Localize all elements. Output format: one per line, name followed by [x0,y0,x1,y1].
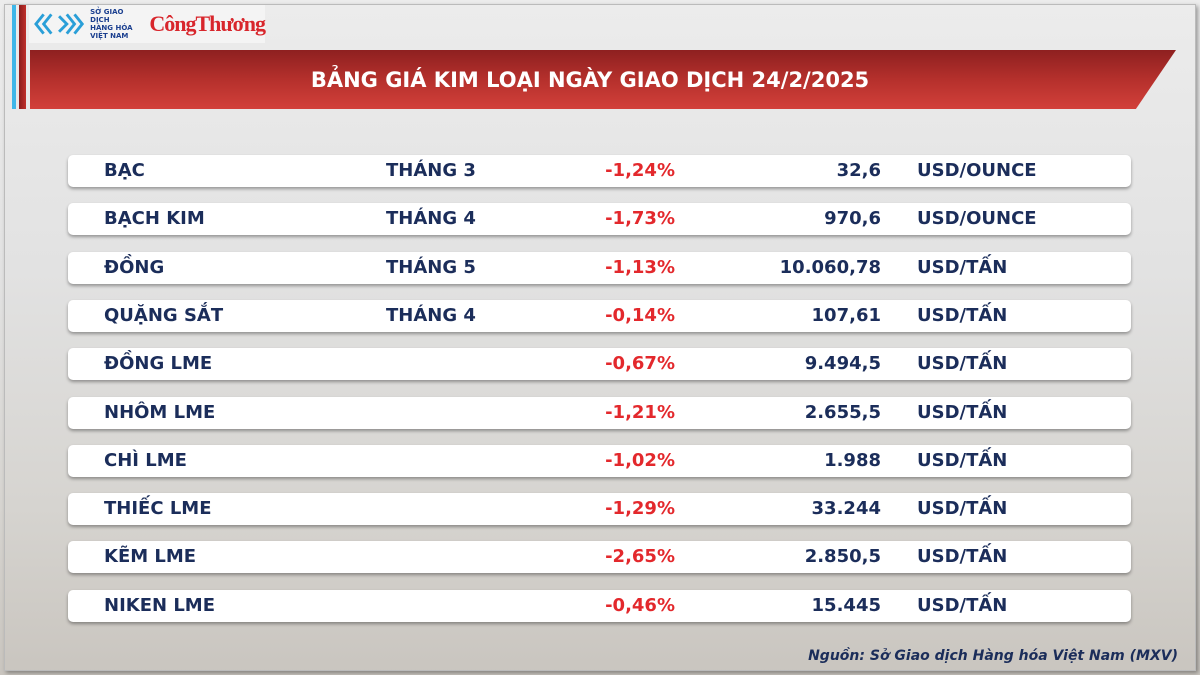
table-row: CHÌ LME -1,02% 1.988 USD/TẤN [68,444,1131,477]
table-row: THIẾC LME -1,29% 33.244 USD/TẤN [68,493,1131,526]
accent-stripe-red [19,5,26,109]
percent-change: -2,65% [605,546,675,568]
commodity-name: BẠCH KIM [104,208,205,230]
table-row: ĐỒNG LME -0,67% 9.494,5 USD/TẤN [68,348,1131,381]
commodity-name: THIẾC LME [104,498,212,520]
price-unit: USD/TẤN [917,498,1008,520]
exchange-name: SỞ GIAO DỊCH HÀNG HÓA VIỆT NAM [90,8,143,40]
percent-change: -1,21% [605,401,675,423]
percent-change: -1,13% [605,256,675,278]
frame [4,4,1196,671]
commodity-name: ĐỒNG [104,256,165,278]
price-value: 2.655,5 [804,401,881,423]
percent-change: -1,02% [605,449,675,471]
price-value: 970,6 [824,208,881,230]
price-value: 2.850,5 [804,546,881,568]
commodity-name: QUẶNG SẮT [104,304,224,326]
table-row: BẠCH KIM THÁNG 4 -1,73% 970,6 USD/OUNCE [68,203,1131,236]
publisher-logo: CôngThương [149,11,266,36]
table-row: ĐỒNG THÁNG 5 -1,13% 10.060,78 USD/TẤN [68,251,1131,284]
percent-change: -0,67% [605,353,675,375]
commodity-name: NIKEN LME [104,594,216,616]
contract-month: THÁNG 3 [386,160,476,181]
source-note: Nguồn: Sở Giao dịch Hàng hóa Việt Nam (M… [808,648,1178,664]
page-title: BẢNG GIÁ KIM LOẠI NGÀY GIAO DỊCH 24/2/20… [310,67,870,92]
accent-stripe-blue [12,5,16,109]
price-value: 10.060,78 [779,256,881,278]
commodity-name: BẠC [104,160,145,181]
title-banner [30,50,1176,109]
commodity-name: NHÔM LME [104,401,216,423]
price-unit: USD/TẤN [917,304,1008,326]
table-row: NIKEN LME -0,46% 15.445 USD/TẤN [68,589,1131,622]
percent-change: -0,46% [605,594,675,616]
contract-month: THÁNG 5 [386,256,476,278]
percent-change: -1,29% [605,498,675,520]
commodity-name: KẼM LME [104,546,197,568]
table-row: BẠC THÁNG 3 -1,24% 32,6 USD/OUNCE [68,155,1131,187]
price-value: 107,61 [811,304,881,326]
price-unit: USD/OUNCE [917,208,1037,230]
table-row: NHÔM LME -1,21% 2.655,5 USD/TẤN [68,396,1131,429]
percent-change: -1,73% [605,208,675,230]
price-value: 1.988 [824,449,881,471]
commodity-name: ĐỒNG LME [104,353,213,375]
logo-line: HÀNG HÓA [90,24,133,32]
price-value: 32,6 [836,160,881,181]
price-value: 33.244 [811,498,881,520]
price-unit: USD/TẤN [917,401,1008,423]
logo-line: VIỆT NAM [90,32,129,40]
contract-month: THÁNG 4 [386,208,476,230]
price-unit: USD/TẤN [917,449,1008,471]
price-unit: USD/OUNCE [917,160,1037,181]
price-value: 15.445 [811,594,881,616]
percent-change: -1,24% [605,160,675,181]
price-unit: USD/TẤN [917,256,1008,278]
table-row: QUẶNG SẮT THÁNG 4 -0,14% 107,61 USD/TẤN [68,299,1131,332]
table-row: KẼM LME -2,65% 2.850,5 USD/TẤN [68,541,1131,574]
price-value: 9.494,5 [804,353,881,375]
price-unit: USD/TẤN [917,594,1008,616]
price-unit: USD/TẤN [917,546,1008,568]
logo: SỞ GIAO DỊCH HÀNG HÓA VIỆT NAM CôngThươn… [29,5,266,43]
commodity-name: CHÌ LME [104,449,187,471]
logo-line: SỞ GIAO DỊCH [90,8,124,24]
percent-change: -0,14% [605,304,675,326]
price-unit: USD/TẤN [917,353,1008,375]
mxv-logo-icon [34,13,85,35]
contract-month: THÁNG 4 [386,304,476,326]
